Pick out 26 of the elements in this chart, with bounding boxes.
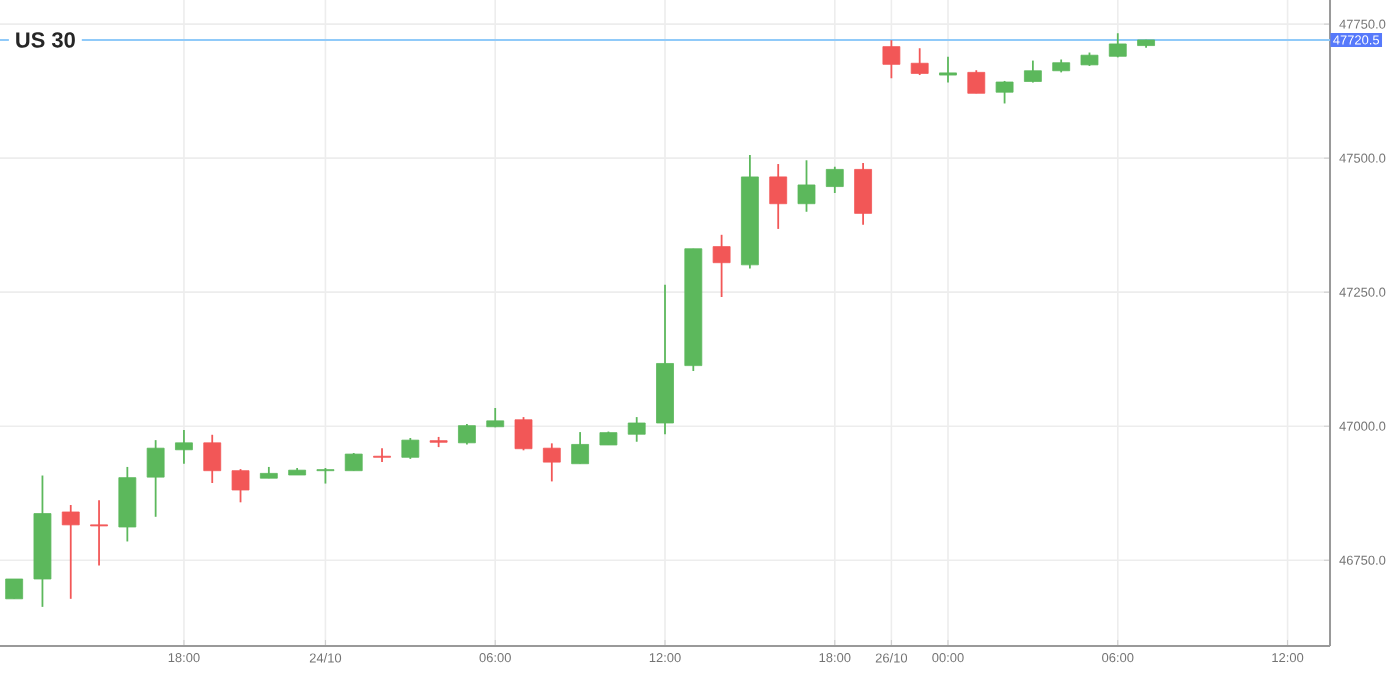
candlestick (882, 39, 901, 80)
candlestick (854, 162, 872, 226)
candlestick (825, 165, 844, 194)
candlestick (769, 163, 788, 230)
candlestick (401, 437, 420, 460)
candlestick (61, 504, 80, 600)
candlestick (967, 69, 986, 95)
candlestick (175, 429, 193, 465)
candlestick (910, 47, 929, 76)
candlestick (627, 416, 646, 443)
text: US 30 (16, 32, 75, 48)
candlestick (797, 159, 816, 213)
candlestick (373, 447, 391, 464)
candlestick (712, 233, 731, 298)
candlestick (939, 55, 957, 84)
candlestick (458, 423, 476, 446)
candlestick (5, 578, 24, 600)
candlestick (542, 442, 561, 483)
candlestick (514, 416, 533, 452)
candlestick (146, 439, 165, 518)
candlestick (231, 468, 250, 504)
candlestick (90, 499, 108, 567)
candlestick (571, 431, 589, 465)
candlestick (1023, 59, 1042, 84)
candlestick (1108, 32, 1127, 59)
candlestick (203, 433, 222, 484)
